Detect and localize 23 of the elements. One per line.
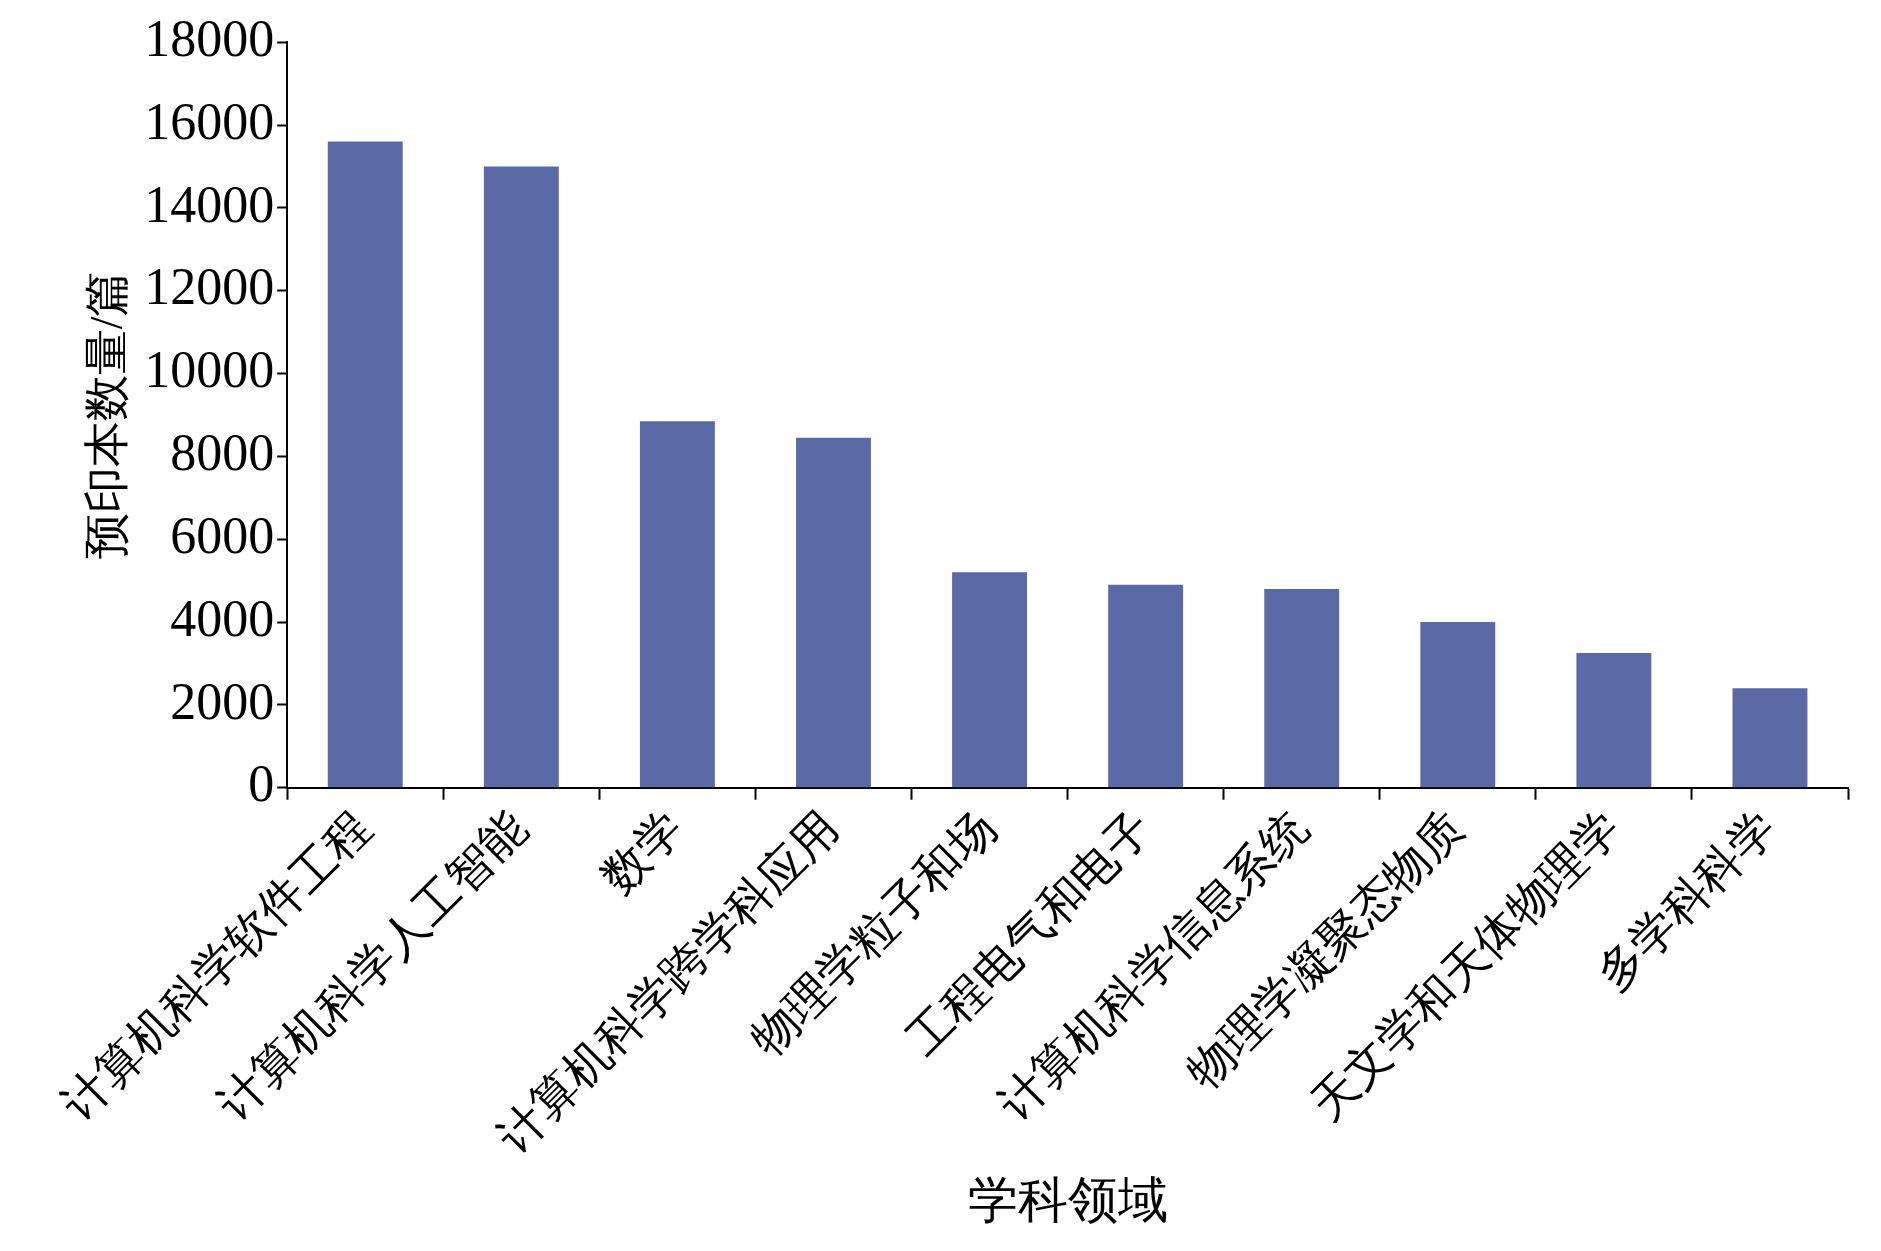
bar xyxy=(796,437,871,788)
y-tick-label: 10000 xyxy=(144,341,275,399)
y-tick-label: 8000 xyxy=(170,424,275,482)
bar xyxy=(639,421,715,788)
bar xyxy=(1420,622,1496,788)
x-axis-title: 学科领域 xyxy=(967,1172,1168,1229)
bar xyxy=(1576,653,1652,788)
bar xyxy=(483,166,559,788)
y-tick-label: 6000 xyxy=(170,506,275,564)
y-tick-label: 2000 xyxy=(170,672,275,730)
bar xyxy=(952,572,1028,788)
y-tick-label: 18000 xyxy=(144,9,275,67)
bar xyxy=(1264,588,1340,788)
y-tick-label: 14000 xyxy=(144,175,275,233)
y-tick-label: 0 xyxy=(248,755,275,813)
y-axis-title: 预印本数量/篇 xyxy=(80,270,132,560)
y-tick-label: 16000 xyxy=(144,92,275,150)
x-tick-label: 数学 xyxy=(591,801,694,903)
bar xyxy=(1108,584,1184,788)
y-tick-label: 4000 xyxy=(170,589,275,647)
bar xyxy=(1732,688,1808,788)
y-tick-label: 12000 xyxy=(144,258,275,316)
bar xyxy=(327,141,403,788)
